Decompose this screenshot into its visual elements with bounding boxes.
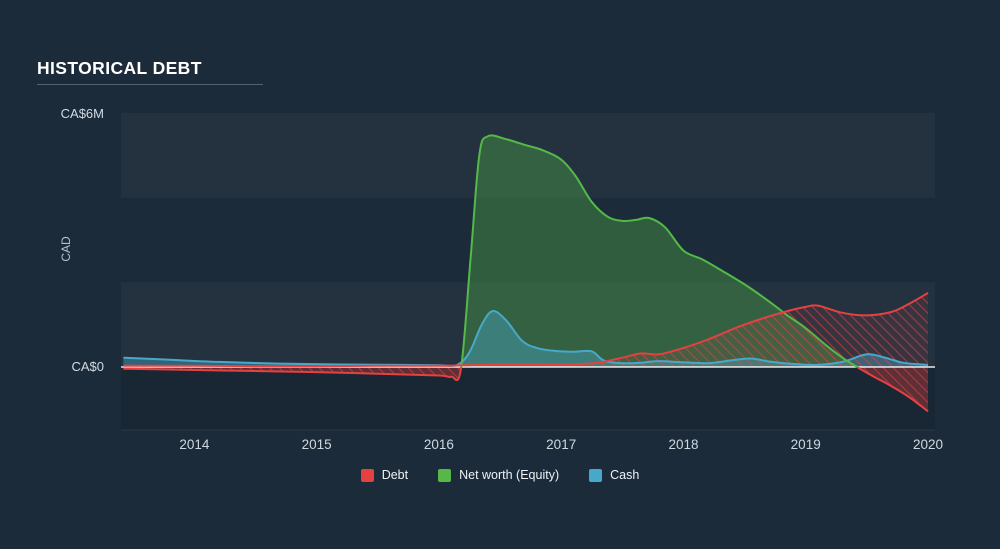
debt-area: [123, 292, 928, 367]
x-tick-label: 2014: [179, 437, 210, 452]
y-axis-zero-label: CA$0: [71, 359, 104, 374]
debt-swatch-icon: [360, 468, 374, 482]
cash-swatch-icon: [589, 468, 603, 482]
title-underline: [37, 84, 263, 85]
negative-band: [121, 367, 935, 430]
networth-swatch-icon: [438, 468, 452, 482]
legend-label-debt: Debt: [381, 468, 409, 482]
legend-item-networth[interactable]: Net worth (Equity): [438, 468, 559, 482]
y-axis-max-label: CA$6M: [60, 106, 104, 121]
legend-label-cash: Cash: [610, 468, 640, 482]
chart-legend: Debt Net worth (Equity) Cash: [0, 468, 1000, 482]
x-tick-label: 2017: [546, 437, 576, 452]
x-tick-label: 2016: [424, 437, 454, 452]
legend-label-networth: Net worth (Equity): [459, 468, 560, 482]
x-tick-label: 2018: [668, 437, 698, 452]
legend-item-cash[interactable]: Cash: [589, 468, 639, 482]
networth-line-negative: [123, 367, 929, 413]
networth-area-positive: [123, 135, 928, 367]
legend-item-debt[interactable]: Debt: [360, 468, 409, 482]
x-tick-label: 2020: [913, 437, 943, 452]
chart-title: HISTORICAL DEBT: [37, 58, 202, 78]
networth-line-positive: [460, 134, 860, 367]
debt-line: [123, 292, 929, 368]
x-tick-label: 2015: [302, 437, 332, 452]
x-tick-label: 2019: [791, 437, 821, 452]
